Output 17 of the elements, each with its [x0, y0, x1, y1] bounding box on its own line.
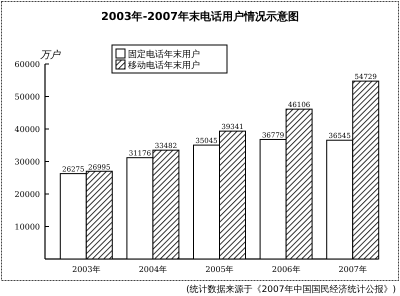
y-tick-label: 10000	[14, 222, 40, 232]
legend-label: 固定电话年末用户	[128, 49, 200, 60]
x-tick-label: 2007年	[338, 265, 367, 274]
y-tick-label: 40000	[14, 125, 40, 134]
x-tick-label: 2004年	[138, 265, 168, 274]
chart-title: 2003年-2007年末电话用户情况示意图	[101, 10, 299, 23]
y-tick-label: 20000	[14, 190, 40, 199]
y-tick-label: 60000	[14, 60, 40, 69]
x-tick-label: 2003年	[72, 265, 100, 274]
y-tick-label: 50000	[14, 92, 40, 102]
x-tick-label: 2006年	[272, 265, 300, 274]
text: (统计数据来源于《2007年中国国民经济统计公报》)	[186, 284, 396, 295]
y-tick-label: 30000	[14, 158, 40, 166]
x-tick-label: 2005年	[205, 265, 234, 274]
y-axis-title: 万户	[40, 49, 61, 61]
bar	[352, 80, 380, 260]
legend-label: 移动电话年末用户	[128, 60, 200, 71]
